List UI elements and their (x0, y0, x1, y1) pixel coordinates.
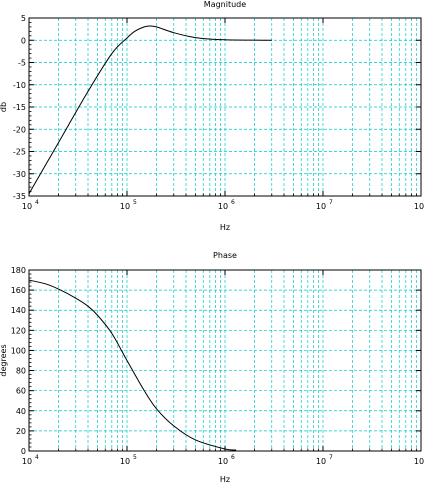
x-tick-exponent: 6 (231, 454, 235, 461)
x-tick-exponent: 4 (35, 454, 39, 461)
y-tick-label: 60 (16, 387, 26, 396)
x-tick-label: 10 (414, 457, 424, 466)
y-tick-label: -30 (13, 170, 26, 179)
y-axis-label: db (0, 102, 8, 112)
y-tick-label: 5 (21, 14, 26, 23)
y-axis-label: degrees (0, 344, 8, 376)
series-line (29, 280, 236, 450)
chart-title: Magnitude (204, 0, 246, 9)
y-tick-label: 140 (11, 306, 26, 315)
y-tick-label: -15 (13, 103, 26, 112)
y-tick-label: -35 (13, 192, 26, 201)
x-tick-label: 10 (218, 202, 228, 211)
x-tick-exponent: 5 (133, 454, 137, 461)
y-tick-label: 180 (11, 266, 26, 275)
chart-title: Phase (213, 251, 237, 260)
x-axis-label: Hz (220, 223, 230, 232)
y-tick-label: 20 (16, 427, 26, 436)
x-tick-label: 10 (218, 457, 228, 466)
x-tick-exponent: 7 (329, 199, 333, 206)
x-tick-label: 10 (414, 202, 424, 211)
x-tick-label: 10 (22, 457, 32, 466)
y-tick-label: 0 (21, 447, 26, 456)
y-tick-label: -10 (13, 81, 26, 90)
y-tick-label: -5 (18, 59, 26, 68)
y-tick-label: 160 (11, 286, 26, 295)
x-tick-exponent: 4 (35, 199, 39, 206)
x-tick-exponent: 5 (133, 199, 137, 206)
x-tick-label: 10 (316, 202, 326, 211)
magnitude-chart: 50-5-10-15-20-25-30-35104105106107108Mag… (0, 0, 425, 232)
y-tick-label: 40 (16, 407, 26, 416)
x-tick-label: 10 (22, 202, 32, 211)
y-tick-label: 100 (11, 346, 26, 355)
y-tick-label: 120 (11, 326, 26, 335)
x-tick-label: 10 (120, 202, 130, 211)
y-tick-label: 0 (21, 36, 26, 45)
y-tick-label: -25 (13, 148, 26, 157)
y-tick-label: 80 (16, 367, 26, 376)
x-tick-exponent: 7 (329, 454, 333, 461)
y-tick-label: -20 (13, 125, 26, 134)
x-axis-label: Hz (220, 475, 230, 484)
x-tick-exponent: 6 (231, 199, 235, 206)
phase-chart: 180160140120100806040200104105106107108P… (0, 251, 425, 484)
x-tick-label: 10 (316, 457, 326, 466)
x-tick-label: 10 (120, 457, 130, 466)
series-line (29, 26, 272, 194)
